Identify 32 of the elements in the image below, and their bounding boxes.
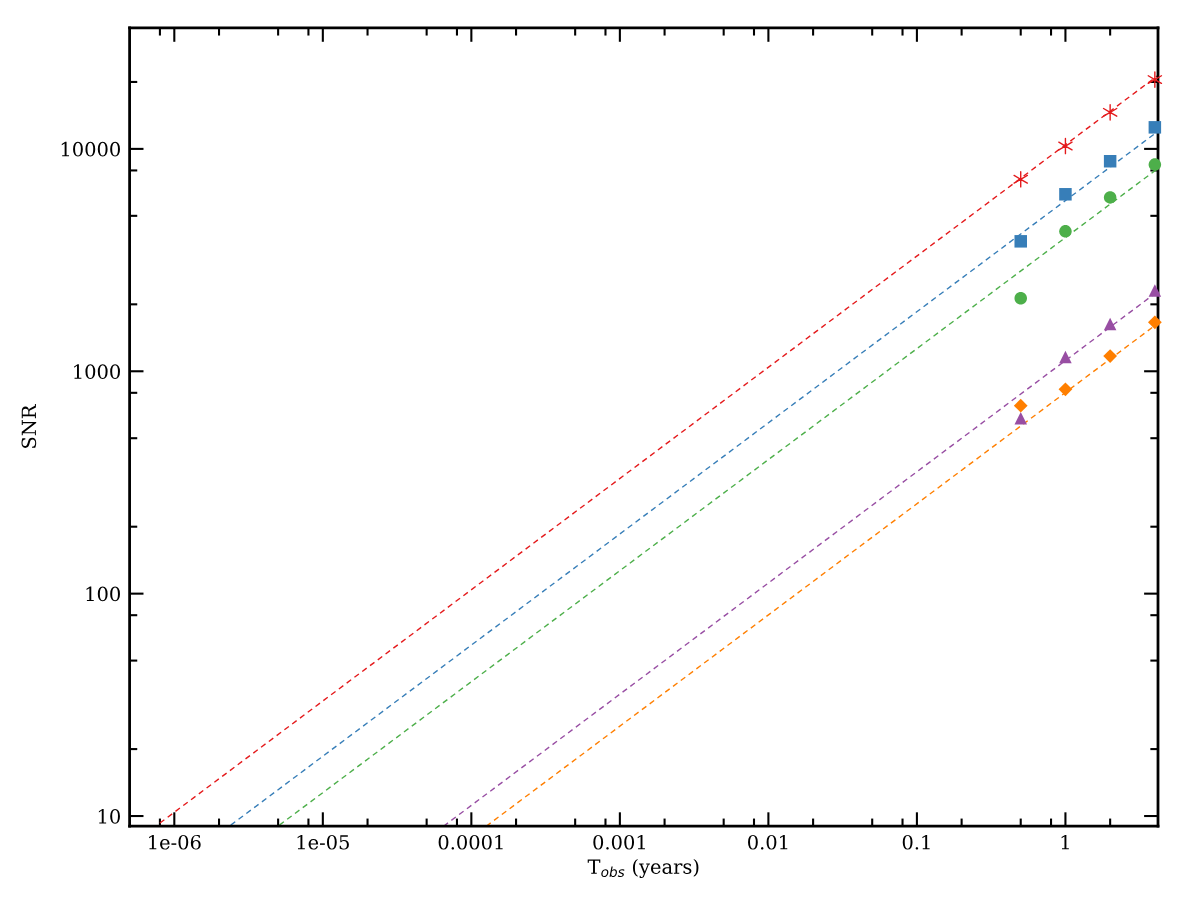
point xyxy=(1103,154,1117,168)
x-axis-title: T$_{obs}$ (years) xyxy=(587,858,699,878)
y-tick-label: 10 xyxy=(98,808,120,824)
y-tick-label: 1000 xyxy=(74,364,120,379)
point xyxy=(1014,291,1027,305)
x-tick-label: 0.0001 xyxy=(438,834,503,850)
point xyxy=(1059,350,1072,364)
point xyxy=(1058,382,1073,397)
x-tick-label: 0.001 xyxy=(593,834,645,850)
point xyxy=(1103,191,1117,204)
point xyxy=(1102,104,1118,121)
x-tick-label: 1 xyxy=(1061,834,1069,850)
point xyxy=(1013,398,1028,413)
point xyxy=(1148,121,1162,134)
point xyxy=(1103,317,1117,331)
point xyxy=(1014,235,1027,248)
point xyxy=(1059,188,1072,201)
x-tick-label: 0.1 xyxy=(902,834,930,850)
point xyxy=(1013,170,1029,188)
y-tick-label: 100 xyxy=(86,586,120,602)
x-tick-label: 0.01 xyxy=(748,834,788,850)
point xyxy=(1103,349,1118,363)
point xyxy=(1148,158,1162,171)
y-axis-title: SNR xyxy=(21,404,37,448)
point xyxy=(1147,71,1163,88)
point xyxy=(1059,225,1072,238)
point xyxy=(1014,411,1027,425)
y-tick-label: 10000 xyxy=(61,141,120,157)
point xyxy=(1148,284,1162,297)
x-tick-label: 1e-06 xyxy=(149,834,201,850)
point xyxy=(1147,315,1162,330)
x-tick-label: 1e-05 xyxy=(297,834,349,850)
